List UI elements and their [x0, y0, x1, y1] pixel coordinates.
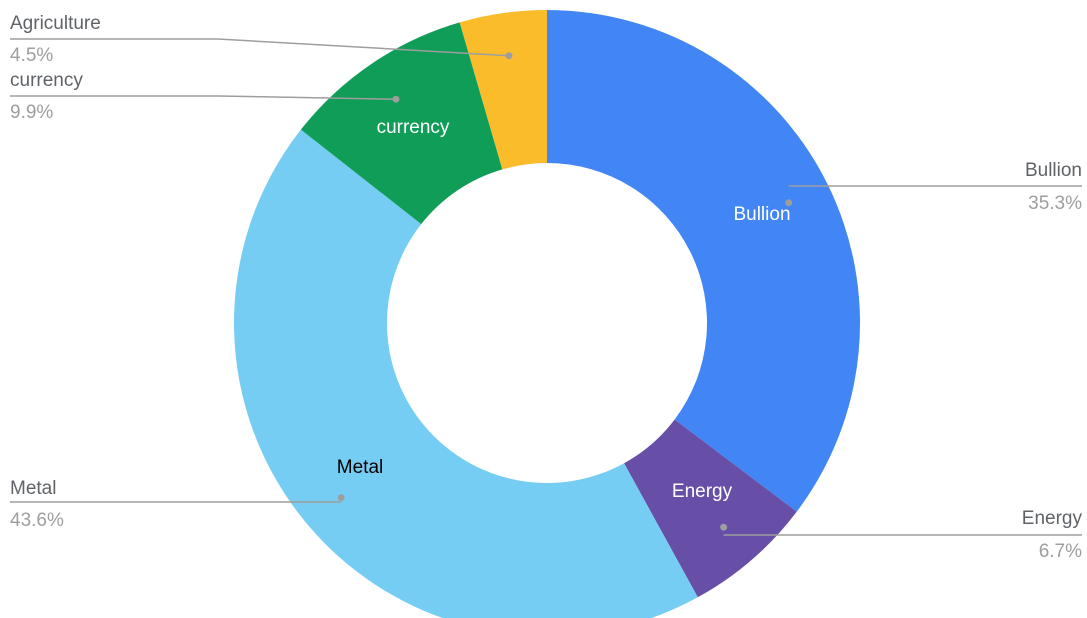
leader-dot-bullion [785, 199, 793, 207]
slice-energy[interactable] [624, 419, 797, 598]
inner-label-energy: Energy [672, 481, 733, 502]
slice-name-currency: currency [10, 70, 83, 91]
slice-percent-energy: 6.7% [1039, 541, 1082, 562]
leader-dot-energy [720, 523, 728, 531]
slice-percent-agriculture: 4.5% [10, 45, 53, 66]
leader-dot-metal [337, 494, 345, 502]
slice-currency[interactable] [300, 22, 503, 225]
inner-label-currency: currency [377, 117, 450, 138]
slice-name-metal: Metal [10, 478, 56, 499]
slice-percent-currency: 9.9% [10, 102, 53, 123]
inner-labels-group: Bullion Energy Metal currency [337, 117, 791, 502]
slice-percent-metal: 43.6% [10, 510, 64, 531]
slice-name-agriculture: Agriculture [10, 13, 101, 34]
external-labels-group: Bullion 35.3% Energy 6.7% Metal 43.6% currency… [10, 13, 1082, 562]
slice-agriculture[interactable] [459, 10, 547, 170]
leader-line-agriculture [10, 38, 509, 57]
slices-group [234, 10, 860, 618]
leader-lines-group [10, 38, 1082, 536]
slice-metal[interactable] [234, 129, 698, 618]
slice-bullion[interactable] [547, 10, 860, 512]
slice-name-bullion: Bullion [1025, 160, 1082, 181]
slice-name-energy: Energy [1022, 508, 1083, 529]
slice-percent-bullion: 35.3% [1028, 193, 1082, 214]
inner-label-bullion: Bullion [733, 204, 790, 225]
leader-line-currency [10, 95, 396, 100]
inner-label-metal: Metal [337, 457, 383, 478]
